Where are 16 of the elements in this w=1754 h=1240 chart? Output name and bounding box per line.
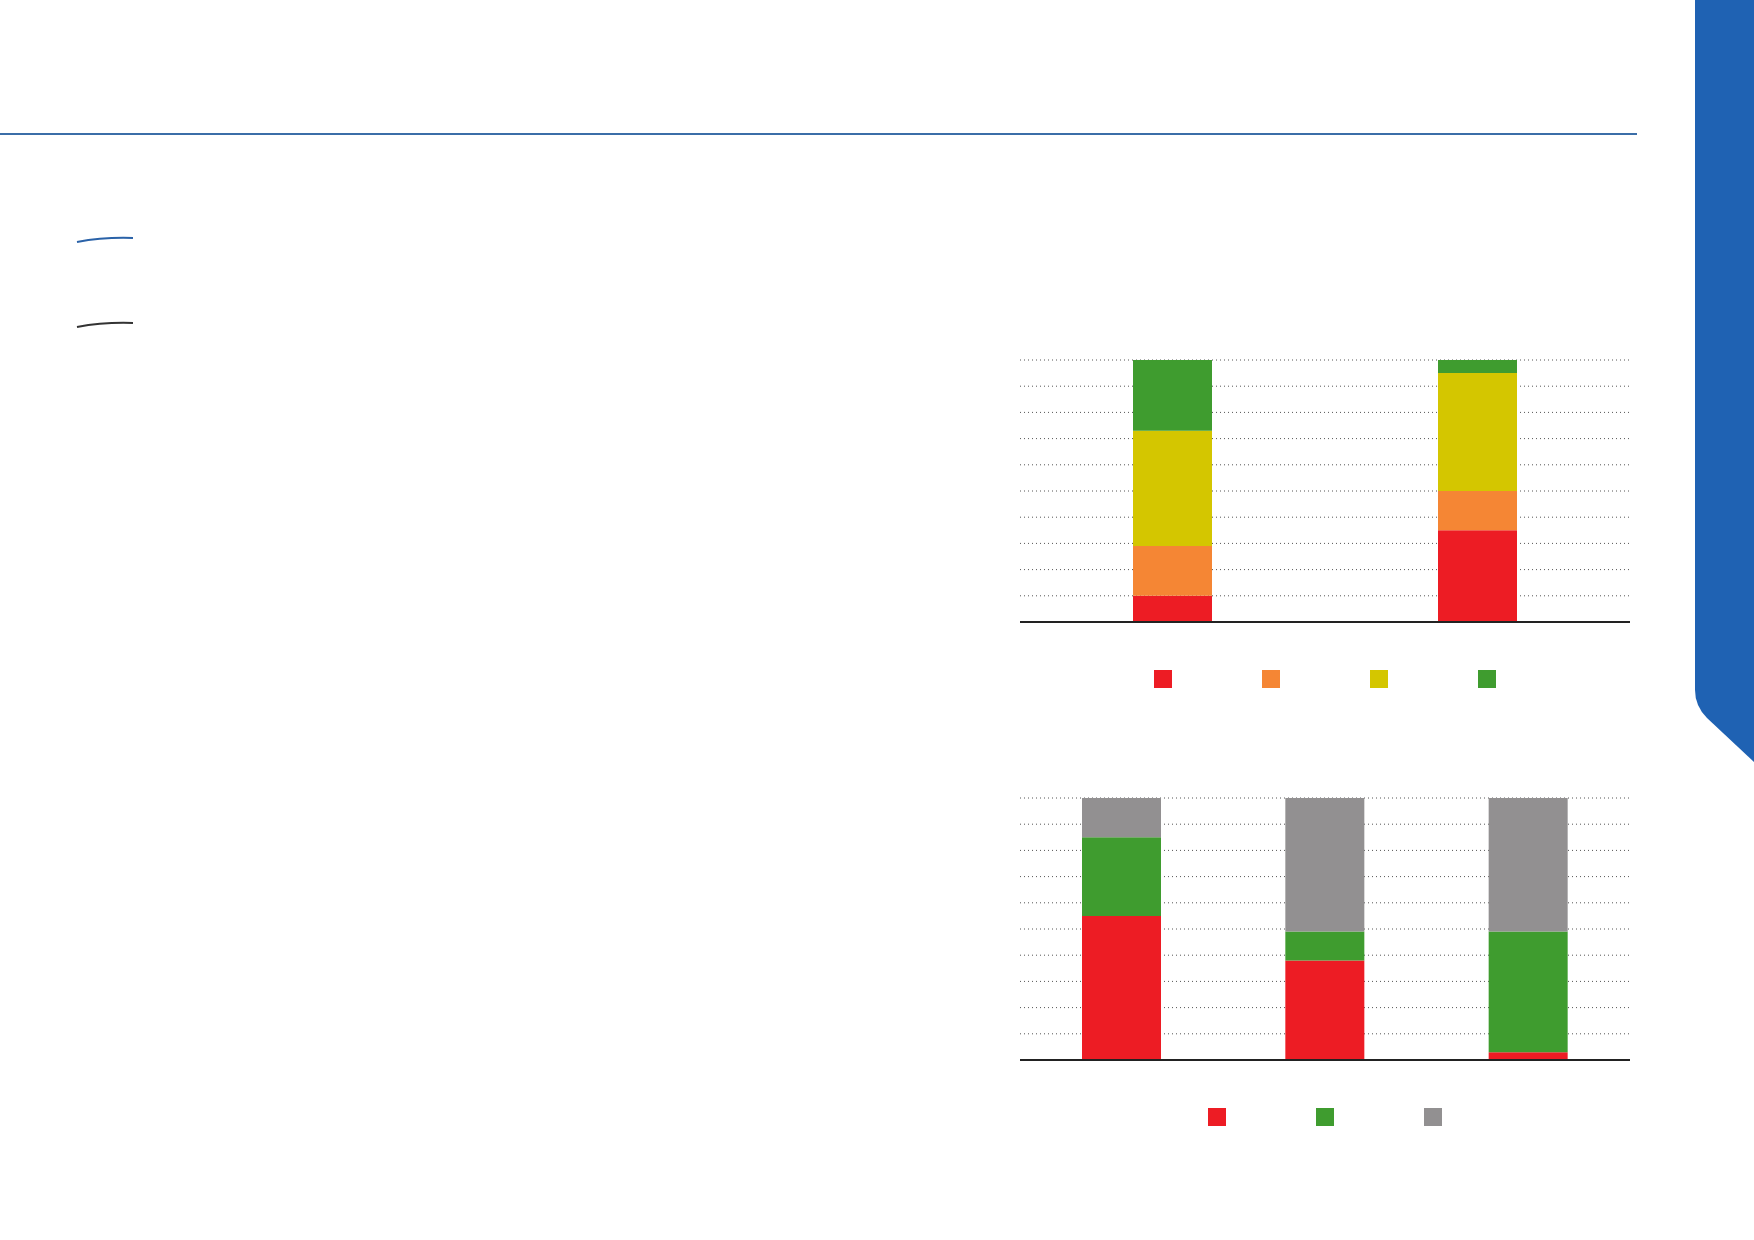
bar	[1438, 373, 1517, 491]
bar	[1488, 798, 1568, 932]
bar	[1133, 360, 1212, 431]
bar	[1285, 960, 1365, 1060]
bar	[1438, 360, 1517, 374]
bar	[1438, 530, 1517, 622]
bar	[1285, 931, 1365, 961]
bar	[1438, 491, 1517, 531]
bar	[1082, 837, 1161, 916]
bar	[1082, 798, 1161, 838]
bar	[1133, 430, 1212, 547]
bar	[1133, 546, 1212, 596]
bar	[1082, 915, 1161, 1060]
bar	[1133, 595, 1212, 622]
bar	[1488, 931, 1568, 1053]
bar	[1285, 798, 1365, 932]
